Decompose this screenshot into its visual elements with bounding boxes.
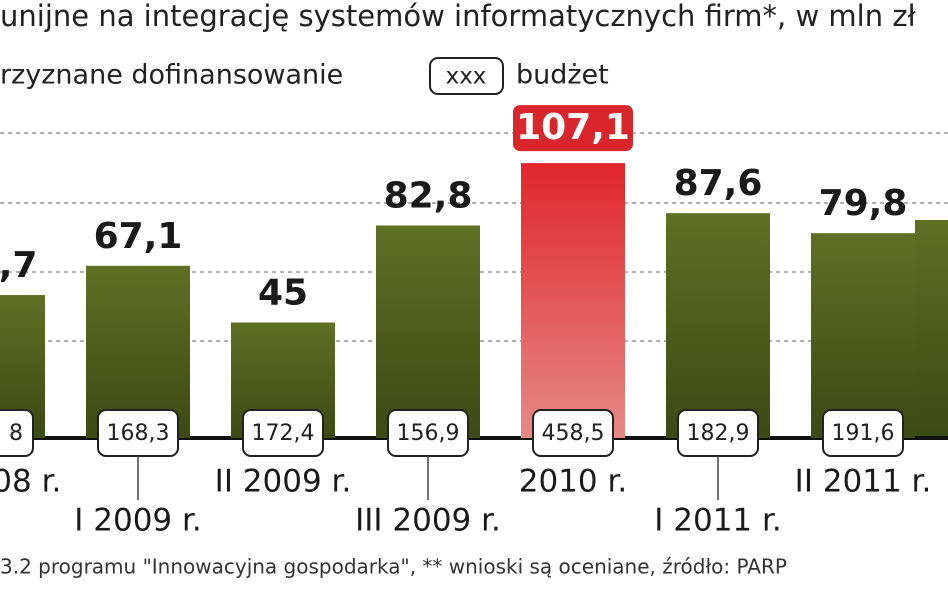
value-label: 55,7 [0,245,37,286]
budget-label: 172,4 [252,421,315,446]
x-tick-label: III 2009 r. [355,503,501,539]
chart-title: unijne na integrację systemów informatyc… [0,0,917,33]
footnote: 3.2 programu "Innowacyjna gospodarka", *… [0,555,787,579]
x-tick-label: 2010 r. [519,464,628,500]
bar [666,213,770,438]
x-tick-label: II 2008 r. [0,464,61,500]
legend-label: rzyznane dofinansowanie [0,60,343,91]
budget-label: 182,9 [687,421,750,446]
value-label: 87,6 [674,163,763,204]
budget-box [0,409,34,457]
value-label: 107,1 [516,107,630,148]
bar [376,225,480,438]
x-tick-label: I 2009 r. [74,503,202,539]
value-label-bg [513,105,633,152]
budget-label: 8 [9,421,23,446]
value-label: 82,8 [384,175,473,216]
value-label: 79,8 [819,183,908,224]
budget-label: 168,3 [107,421,170,446]
budget-label: 156,9 [397,421,460,446]
value-label: 45 [258,273,308,314]
bar [521,163,625,439]
budget-box [532,409,614,457]
value-label: 67,1 [94,216,183,257]
partial-bar [915,220,948,438]
x-tick-label: II 2009 r. [215,464,352,500]
x-tick-label: I 2011 r. [654,503,782,539]
x-tick-label: II 2011 r. [795,464,932,500]
budget-box [242,409,324,457]
budget-box [822,409,904,457]
legend-sample: xxx [446,64,487,90]
budget-label: 458,5 [542,421,605,446]
bar [811,233,915,438]
legend-box [429,57,504,95]
legend-label: budżet [516,60,609,91]
budget-label: 191,6 [832,421,895,446]
